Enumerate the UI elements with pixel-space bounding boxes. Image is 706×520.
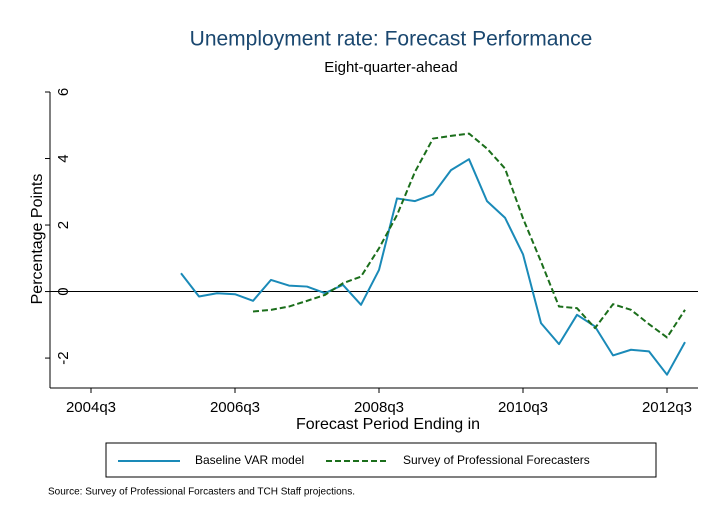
legend-label: Baseline VAR model <box>195 453 304 467</box>
source-note: Source: Survey of Professional Forcaster… <box>48 487 355 498</box>
x-tick-label: 2006q3 <box>210 399 260 416</box>
chart-subtitle: Eight-quarter-ahead <box>324 59 457 76</box>
series-line <box>252 132 686 339</box>
x-tick-label: 2008q3 <box>354 399 404 416</box>
x-tick-label: 2010q3 <box>498 399 548 416</box>
x-tick-label: 2012q3 <box>642 399 692 416</box>
y-tick-label: 6 <box>55 88 72 96</box>
series-line <box>180 158 686 376</box>
legend-label: Survey of Professional Forecasters <box>403 453 590 467</box>
y-tick-label: -2 <box>55 351 72 364</box>
chart-title: Unemployment rate: Forecast Performance <box>190 28 593 51</box>
y-axis-title: Percentage Points <box>29 174 46 305</box>
y-tick-label: 4 <box>55 154 72 162</box>
y-tick-label: 2 <box>55 221 72 229</box>
x-axis-title: Forecast Period Ending in <box>296 416 480 433</box>
x-tick-label: 2004q3 <box>66 399 116 416</box>
